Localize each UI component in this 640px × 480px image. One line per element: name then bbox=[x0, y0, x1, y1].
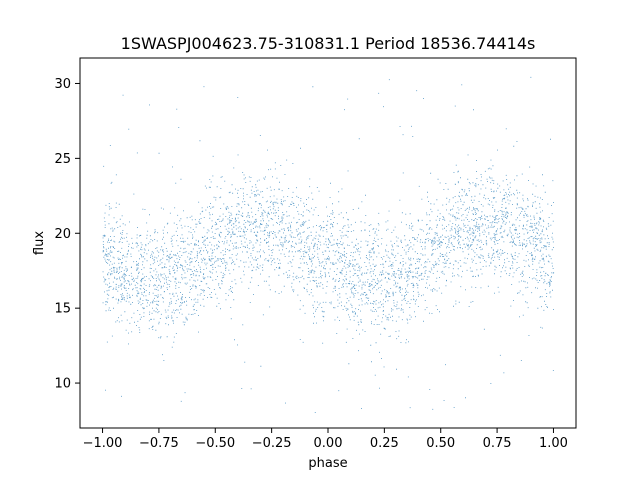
y-tick-label: 10 bbox=[54, 377, 71, 392]
x-tick-label: 0.50 bbox=[426, 436, 455, 451]
x-axis-ticks: −1.00 −0.75 −0.50 −0.25 0.00 0.25 0.50 0.75 1.00 bbox=[83, 428, 568, 451]
y-tick-label: 15 bbox=[54, 302, 71, 317]
x-tick-label: −0.75 bbox=[139, 436, 179, 451]
x-tick-label: 1.00 bbox=[539, 436, 568, 451]
x-tick-label: 0.75 bbox=[483, 436, 512, 451]
x-tick-label: −1.00 bbox=[83, 436, 123, 451]
x-tick-label: 0.00 bbox=[314, 436, 343, 451]
y-axis-ticks: 10 15 20 25 30 bbox=[54, 77, 80, 392]
x-tick-label: −0.25 bbox=[252, 436, 292, 451]
y-tick-label: 20 bbox=[54, 227, 71, 242]
y-axis-label: flux bbox=[32, 231, 47, 255]
y-tick-label: 30 bbox=[54, 77, 71, 92]
x-axis-label: phase bbox=[308, 456, 347, 471]
x-tick-label: −0.50 bbox=[195, 436, 235, 451]
chart-title: 1SWASPJ004623.75-310831.1 Period 18536.7… bbox=[121, 34, 536, 53]
x-tick-label: 0.25 bbox=[370, 436, 399, 451]
y-tick-label: 25 bbox=[54, 152, 71, 167]
